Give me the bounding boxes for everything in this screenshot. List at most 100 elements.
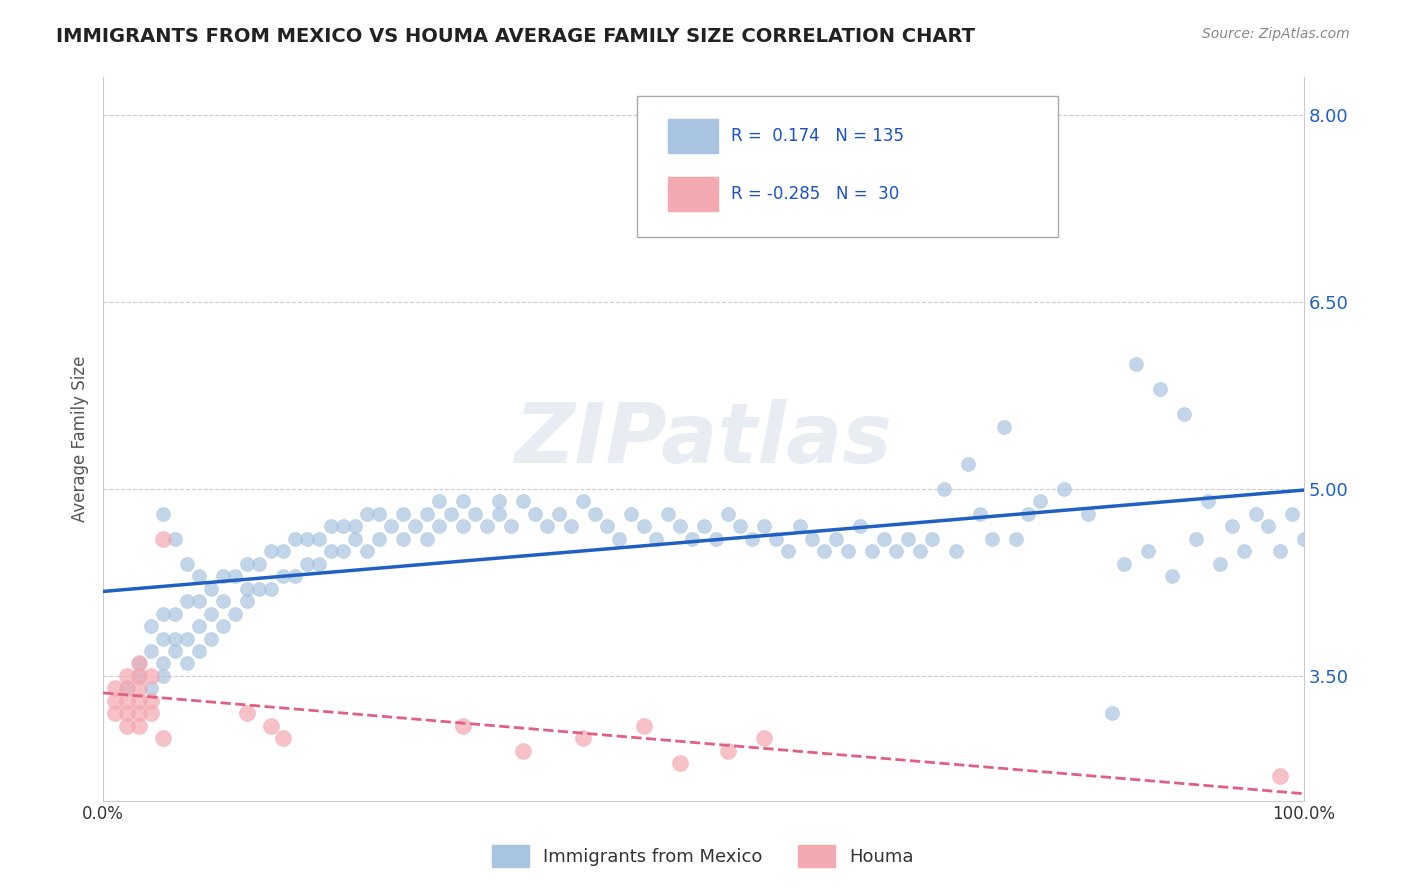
Point — [1029, 494, 1052, 508]
Point — [644, 532, 666, 546]
Point — [453, 719, 475, 733]
FancyBboxPatch shape — [637, 95, 1057, 236]
Point — [368, 507, 391, 521]
Point — [512, 494, 534, 508]
Point — [128, 681, 150, 696]
Point — [765, 532, 787, 546]
Point — [1220, 519, 1243, 533]
Point — [271, 544, 294, 558]
Point — [536, 519, 558, 533]
Point — [512, 744, 534, 758]
Point — [165, 644, 187, 658]
Point — [932, 482, 955, 496]
Point — [321, 544, 343, 558]
Point — [247, 557, 270, 571]
Point — [752, 731, 775, 746]
Point — [176, 657, 198, 671]
Point — [548, 507, 571, 521]
Point — [115, 706, 138, 721]
Point — [1173, 407, 1195, 421]
Point — [1017, 507, 1039, 521]
Point — [152, 532, 174, 546]
Text: R =  0.174   N = 135: R = 0.174 N = 135 — [731, 127, 904, 145]
Point — [1268, 544, 1291, 558]
Point — [440, 507, 463, 521]
Point — [308, 532, 330, 546]
Point — [1185, 532, 1208, 546]
Point — [741, 532, 763, 546]
Point — [427, 494, 450, 508]
FancyBboxPatch shape — [668, 119, 718, 153]
Point — [344, 532, 367, 546]
Point — [321, 519, 343, 533]
Point — [1077, 507, 1099, 521]
Point — [188, 569, 211, 583]
Point — [141, 669, 163, 683]
Point — [813, 544, 835, 558]
Point — [260, 544, 283, 558]
Point — [872, 532, 894, 546]
Point — [188, 644, 211, 658]
Point — [356, 507, 378, 521]
Point — [908, 544, 931, 558]
Point — [993, 419, 1015, 434]
Text: ZIPatlas: ZIPatlas — [515, 399, 893, 480]
Point — [128, 657, 150, 671]
Point — [488, 507, 510, 521]
Point — [416, 532, 439, 546]
Point — [128, 669, 150, 683]
Point — [200, 607, 222, 621]
Point — [152, 669, 174, 683]
Point — [1197, 494, 1219, 508]
Point — [501, 519, 523, 533]
Point — [1233, 544, 1256, 558]
Point — [824, 532, 846, 546]
Point — [128, 694, 150, 708]
Point — [921, 532, 943, 546]
Point — [200, 582, 222, 596]
Point — [392, 507, 415, 521]
Point — [404, 519, 426, 533]
Point — [332, 519, 354, 533]
Point — [752, 519, 775, 533]
Point — [1209, 557, 1232, 571]
Point — [776, 544, 799, 558]
Point — [789, 519, 811, 533]
Point — [236, 582, 259, 596]
Point — [152, 657, 174, 671]
Point — [152, 731, 174, 746]
Point — [271, 731, 294, 746]
Point — [176, 632, 198, 646]
Point — [152, 632, 174, 646]
Text: IMMIGRANTS FROM MEXICO VS HOUMA AVERAGE FAMILY SIZE CORRELATION CHART: IMMIGRANTS FROM MEXICO VS HOUMA AVERAGE … — [56, 27, 976, 45]
Point — [165, 607, 187, 621]
Point — [884, 544, 907, 558]
Point — [453, 519, 475, 533]
Point — [1053, 482, 1076, 496]
Point — [1136, 544, 1159, 558]
Point — [848, 519, 870, 533]
Point — [260, 719, 283, 733]
Point — [945, 544, 967, 558]
Point — [416, 507, 439, 521]
Point — [141, 644, 163, 658]
Point — [271, 569, 294, 583]
Point — [560, 519, 582, 533]
Point — [297, 532, 319, 546]
Point — [980, 532, 1002, 546]
Point — [453, 494, 475, 508]
Text: Source: ZipAtlas.com: Source: ZipAtlas.com — [1202, 27, 1350, 41]
Point — [392, 532, 415, 546]
Point — [668, 519, 690, 533]
Point — [704, 532, 727, 546]
Point — [620, 507, 643, 521]
Point — [596, 519, 619, 533]
Point — [128, 657, 150, 671]
Point — [212, 569, 235, 583]
Point — [1244, 507, 1267, 521]
Point — [380, 519, 402, 533]
Point — [141, 619, 163, 633]
Point — [224, 607, 246, 621]
Point — [716, 507, 738, 521]
Point — [165, 532, 187, 546]
